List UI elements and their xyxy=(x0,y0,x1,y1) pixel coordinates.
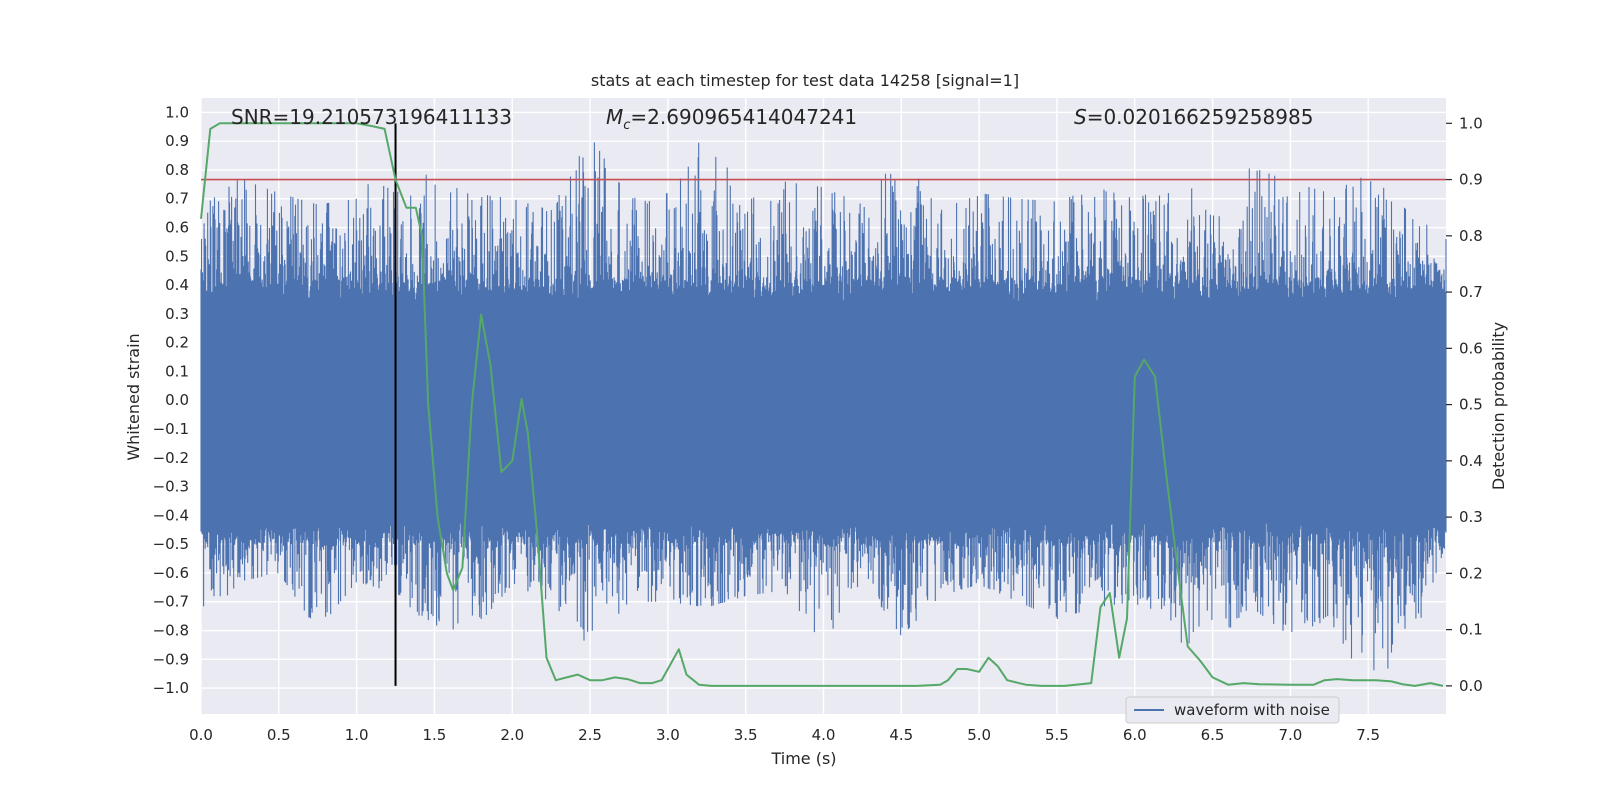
x-tick-label: 4.5 xyxy=(889,726,913,744)
x-axis-ticks: 0.0 0.5 1.0 1.5 2.0 2.5 3.0 3.5 4.0 4.5 5.0 5.5 6.0 6… xyxy=(189,726,1380,744)
legend-label: waveform with noise xyxy=(1174,701,1330,719)
x-tick-label: 1.5 xyxy=(423,726,447,744)
y2-axis-label: Detection probability xyxy=(1489,322,1508,490)
chirp-mass-subscript: c xyxy=(623,118,630,133)
x-tick-label: 2.0 xyxy=(500,726,524,744)
y-axis-ticks: 1.0 0.9 0.8 0.7 0.6 0.5 0.4 0.3 0.2 0.1 0.0 −0.1 −0.… xyxy=(153,103,189,697)
y2-tick-label: 0.9 xyxy=(1459,171,1483,189)
y-tick-label: 0.5 xyxy=(165,247,189,265)
chirp-mass-symbol: M xyxy=(606,105,623,129)
x-tick-label: 3.5 xyxy=(734,726,758,744)
y2-tick-label: 0.4 xyxy=(1459,452,1483,470)
x-tick-label: 3.0 xyxy=(656,726,680,744)
x-tick-label: 0.0 xyxy=(189,726,213,744)
y-tick-label: −0.3 xyxy=(153,478,189,496)
x-tick-label: 5.5 xyxy=(1045,726,1069,744)
x-tick-label: 0.5 xyxy=(267,726,291,744)
chirp-mass-annotation: Mc=2.690965414047241 xyxy=(606,105,857,133)
y-tick-label: −0.7 xyxy=(153,593,189,611)
chirp-mass-value: =2.690965414047241 xyxy=(630,105,857,129)
y-tick-label: 0.9 xyxy=(165,132,189,150)
y-tick-label: 0.6 xyxy=(165,219,189,237)
x-tick-label: 6.0 xyxy=(1123,726,1147,744)
y-tick-label: 0.7 xyxy=(165,190,189,208)
y-tick-label: −0.1 xyxy=(153,420,189,438)
y2-tick-label: 0.7 xyxy=(1459,283,1483,301)
s-value: =0.020166259258985 xyxy=(1087,105,1314,129)
y-tick-label: −0.8 xyxy=(153,622,189,640)
y2-tick-label: 0.3 xyxy=(1459,508,1483,526)
y-tick-label: −0.6 xyxy=(153,564,189,582)
x-tick-label: 7.5 xyxy=(1356,726,1380,744)
y-tick-label: 0.3 xyxy=(165,305,189,323)
s-annotation: S=0.020166259258985 xyxy=(1074,105,1313,129)
y-axis-label: Whitened strain xyxy=(124,333,143,460)
x-tick-label: 7.0 xyxy=(1278,726,1302,744)
x-tick-label: 2.5 xyxy=(578,726,602,744)
detection-probability-line xyxy=(200,122,1444,687)
legend-box xyxy=(1125,696,1340,724)
x-tick-label: 5.0 xyxy=(967,726,991,744)
y-tick-label: 1.0 xyxy=(165,103,189,121)
y2-tick-label: 1.0 xyxy=(1459,114,1483,132)
y2-tick-label: 0.2 xyxy=(1459,564,1483,582)
y2-tick-label: 0.5 xyxy=(1459,396,1483,414)
y-tick-label: −1.0 xyxy=(153,679,189,697)
waveform-spikes xyxy=(200,142,1447,671)
y2-axis-ticks: 1.0 0.9 0.8 0.7 0.6 0.5 0.4 0.3 0.2 0.1 0.0 xyxy=(1446,114,1483,695)
snr-annotation: SNR=19.210573196411133 xyxy=(231,105,512,129)
y-tick-label: 0.0 xyxy=(165,391,189,409)
y-tick-label: −0.5 xyxy=(153,535,189,553)
y-tick-label: 0.2 xyxy=(165,334,189,352)
y-tick-label: 0.8 xyxy=(165,161,189,179)
y-tick-label: −0.2 xyxy=(153,449,189,467)
s-symbol: S xyxy=(1074,105,1087,129)
y-tick-label: 0.1 xyxy=(165,362,189,380)
y-tick-label: 0.4 xyxy=(165,276,189,294)
x-tick-label: 1.0 xyxy=(345,726,369,744)
legend: waveform with noise xyxy=(1125,696,1340,724)
y-tick-label: −0.9 xyxy=(153,650,189,668)
x-tick-label: 6.5 xyxy=(1201,726,1225,744)
y2-tick-label: 0.6 xyxy=(1459,339,1483,357)
x-tick-label: 4.0 xyxy=(812,726,836,744)
x-axis-label: Time (s) xyxy=(770,749,836,768)
chart-title: stats at each timestep for test data 142… xyxy=(591,71,1019,90)
y2-tick-label: 0.8 xyxy=(1459,227,1483,245)
waveform-series xyxy=(200,142,1447,671)
y2-tick-label: 0.0 xyxy=(1459,677,1483,695)
y-tick-label: −0.4 xyxy=(153,506,189,524)
y2-tick-label: 0.1 xyxy=(1459,621,1483,639)
